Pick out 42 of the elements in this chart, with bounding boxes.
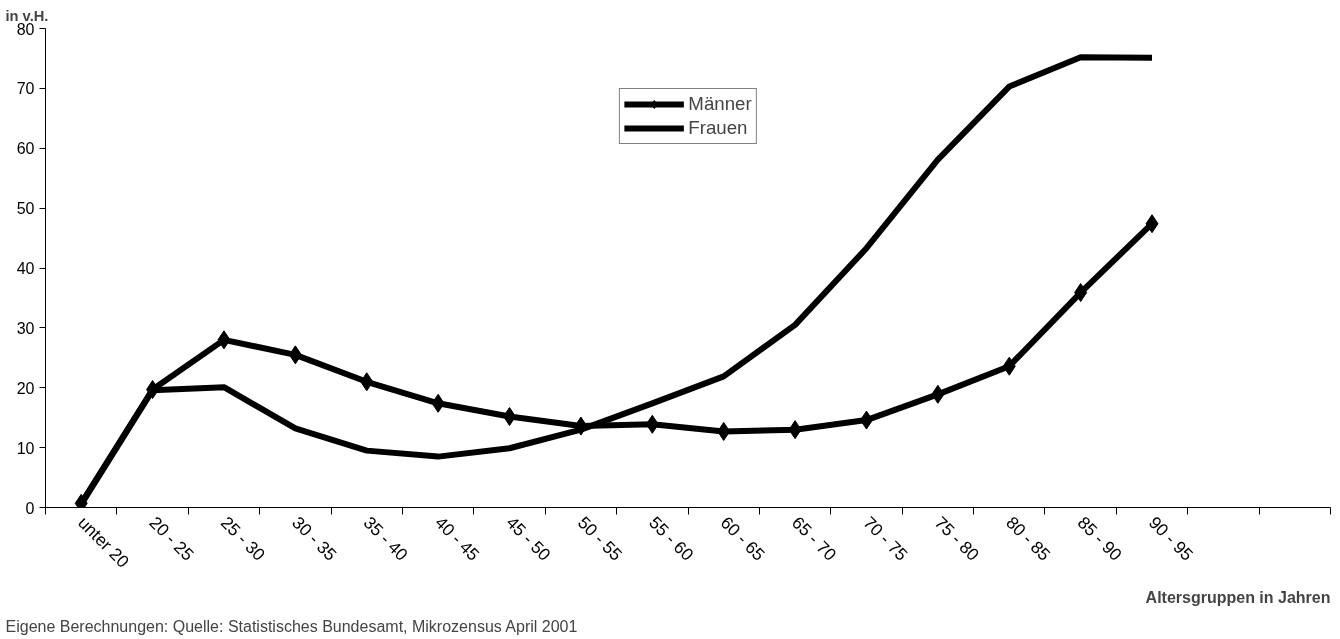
legend-label: Frauen bbox=[688, 117, 748, 139]
point bbox=[717, 421, 731, 441]
point bbox=[288, 345, 302, 365]
point bbox=[217, 330, 231, 350]
point bbox=[931, 384, 945, 404]
y-tick-label: 10 bbox=[16, 439, 35, 457]
x-tick-label: 65 - 70 bbox=[788, 512, 841, 565]
x-tick-label: 75 - 80 bbox=[930, 512, 984, 565]
x-tick-label: 55 - 60 bbox=[645, 512, 698, 565]
y-tick-label: 70 bbox=[16, 80, 35, 98]
point bbox=[645, 414, 659, 434]
point bbox=[788, 420, 802, 440]
legend-label: Männer bbox=[688, 93, 752, 115]
x-tick-label: 40 - 45 bbox=[431, 512, 484, 565]
point bbox=[574, 416, 588, 436]
point bbox=[503, 406, 517, 426]
point bbox=[431, 393, 445, 413]
x-tick-label: 70 - 75 bbox=[859, 512, 912, 565]
x-tick-label: 30 - 35 bbox=[288, 512, 341, 565]
y-tick-label: 20 bbox=[16, 379, 35, 397]
y-tick-label: 50 bbox=[16, 200, 35, 218]
x-tick-label: 20 - 25 bbox=[145, 512, 198, 565]
x-tick-label: 50 - 55 bbox=[573, 512, 627, 565]
y-tick-label: 0 bbox=[25, 499, 35, 517]
x-tick-label: 25 - 30 bbox=[216, 512, 270, 565]
x-axis-title: Altersgruppen in Jahren bbox=[1145, 588, 1331, 606]
y-tick-label: 30 bbox=[16, 319, 35, 337]
x-tick-label: 80 - 85 bbox=[1002, 512, 1055, 565]
text: Eigene Berechnungen: Quelle: Statistisches Bundesamt, Mikrozensus April 2001 bbox=[5, 617, 578, 635]
x-tick-label: 90 - 95 bbox=[1144, 512, 1198, 565]
point bbox=[859, 410, 873, 430]
point bbox=[146, 380, 160, 400]
point bbox=[360, 372, 374, 392]
y-tick-label: 40 bbox=[16, 260, 35, 277]
x-tick-label: 35 - 40 bbox=[359, 512, 412, 565]
point bbox=[1002, 356, 1016, 376]
x-tick-label: 60 - 65 bbox=[716, 512, 769, 565]
point bbox=[1074, 283, 1088, 303]
point bbox=[1145, 214, 1159, 234]
y-tick-label: 60 bbox=[16, 140, 35, 158]
x-tick-label: 45 - 50 bbox=[502, 512, 555, 565]
x-tick-label: 85 - 90 bbox=[1073, 512, 1126, 565]
